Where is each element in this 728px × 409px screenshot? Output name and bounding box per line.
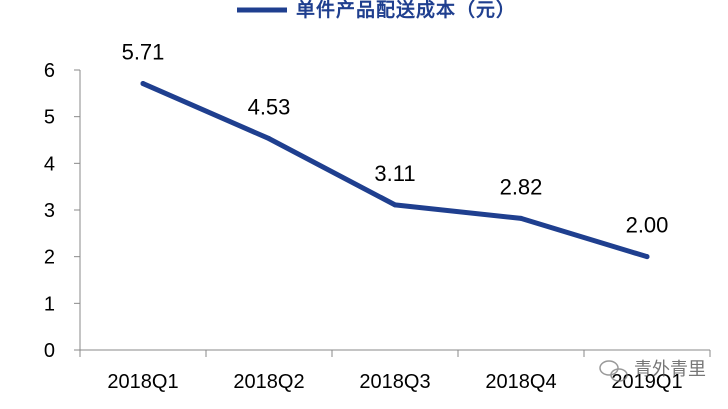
- data-point: [392, 202, 398, 208]
- y-tick-label: 0: [44, 340, 55, 362]
- x-tick-label: 2018Q1: [107, 371, 178, 393]
- x-tick-label: 2019Q1: [611, 371, 682, 393]
- data-point: [140, 81, 146, 87]
- watermark: 青外青里: [599, 359, 706, 382]
- data-point: [644, 254, 650, 260]
- y-tick-label: 5: [44, 107, 55, 129]
- data-point: [266, 136, 272, 142]
- y-tick-label: 3: [44, 200, 55, 222]
- x-tick-label: 2018Q4: [485, 371, 556, 393]
- data-point: [518, 215, 524, 221]
- data-label: 2.82: [500, 174, 543, 199]
- series-layer: [140, 81, 650, 260]
- x-tick-label: 2018Q2: [233, 371, 304, 393]
- legend: 单件产品配送成本（元）: [237, 0, 516, 21]
- y-tick-label: 2: [44, 247, 55, 269]
- data-label: 2.00: [626, 213, 669, 238]
- wechat-icon: [599, 360, 628, 382]
- y-tick-label: 1: [44, 293, 55, 315]
- data-label: 4.53: [248, 95, 291, 120]
- data-label: 5.71: [122, 40, 165, 65]
- data-label: 3.11: [374, 161, 415, 186]
- watermark-text: 青外青里: [634, 359, 706, 379]
- data-labels: 5.71 4.53 3.11 2.82 2.00: [122, 40, 669, 238]
- x-tick-label: 2018Q3: [359, 371, 430, 393]
- legend-label: 单件产品配送成本（元）: [296, 0, 516, 21]
- axis-ticks: 0 1 2 3 4 5 6 2018Q1 2018Q2 2018Q3 2018Q4 2019Q1: [44, 60, 711, 393]
- y-tick-label: 4: [44, 153, 55, 175]
- y-tick-label: 6: [44, 60, 55, 82]
